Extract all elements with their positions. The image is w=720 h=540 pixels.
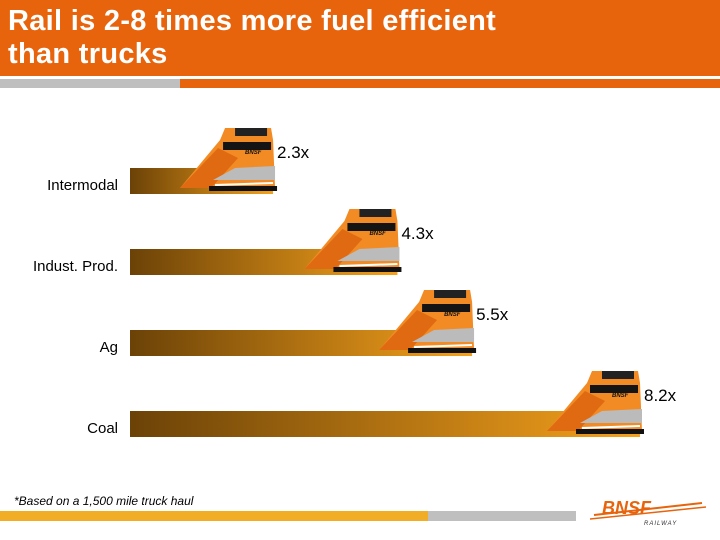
category-label: Indust. Prod. <box>33 258 118 275</box>
bottom-rule-yellow <box>0 511 428 521</box>
locomotive-icon <box>378 289 478 354</box>
top-rule-gray <box>0 79 180 88</box>
logo-subtitle: RAILWAY <box>644 521 677 527</box>
category-label: Coal <box>87 420 118 437</box>
top-rule-orange <box>180 79 720 88</box>
value-label: 5.5x <box>476 305 509 324</box>
bar-group: Coal 8.2x <box>87 370 677 437</box>
bnsf-logo: BNSF RAILWAY <box>590 498 707 527</box>
bottom-rule-gray <box>428 511 576 521</box>
locomotive-icon <box>179 127 279 192</box>
footnote: *Based on a 1,500 mile truck haul <box>14 494 194 508</box>
locomotive-icon <box>303 208 403 273</box>
logo-wordmark: BNSF <box>602 498 652 518</box>
bar-group: Ag 5.5x <box>100 289 509 356</box>
value-label: 8.2x <box>644 386 677 405</box>
locomotive-icon <box>546 370 645 435</box>
title-line-2: than trucks <box>8 38 168 70</box>
bar-group: Indust. Prod. 4.3x <box>33 208 434 275</box>
value-label: 2.3x <box>277 143 310 162</box>
value-label: 4.3x <box>401 224 434 243</box>
title-line-1: Rail is 2-8 times more fuel efficient <box>8 5 497 37</box>
page-title: Rail is 2-8 times more fuel efficient th… <box>8 5 496 71</box>
category-label: Intermodal <box>47 177 118 194</box>
bar-group: Intermodal 2.3x <box>47 127 310 194</box>
title-bar: Rail is 2-8 times more fuel efficient th… <box>0 0 720 76</box>
category-label: Ag <box>100 339 118 356</box>
